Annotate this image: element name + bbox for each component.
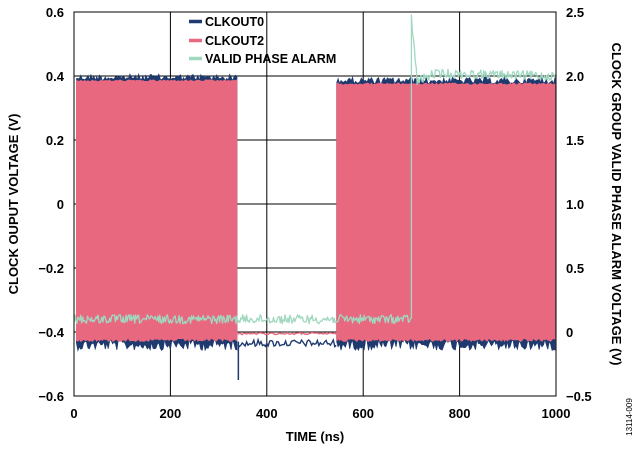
y-tick-label: −0.4 [38,325,64,340]
y2-tick-label: 1.0 [566,197,584,212]
x-axis-title: TIME (ns) [286,429,345,444]
plot-frame [73,11,557,397]
series-line [74,14,556,325]
y2-tick-label: 1.5 [566,133,584,148]
y-tick-label: −0.6 [38,389,64,404]
y2-tick-label: −0.5 [566,389,592,404]
y-tick-label: 0 [57,197,64,212]
legend: CLKOUT0 CLKOUT2 VALID PHASE ALARM [189,15,336,66]
y-tick-label: 0.2 [46,133,64,148]
legend-label-valid-phase-alarm: VALID PHASE ALARM [205,52,336,66]
x-tick-label: 600 [352,406,374,421]
y-tick-label: −0.2 [38,261,64,276]
y-tick-label: 0.6 [46,5,64,20]
series-band [336,82,556,343]
plot-area [73,11,557,397]
legend-label-clkout0: CLKOUT0 [205,15,264,29]
series-band [76,79,238,343]
x-tick-label: 1000 [542,406,571,421]
y2-tick-label: 2.0 [566,69,584,84]
x-tick-label: 800 [449,406,471,421]
series-line [237,331,337,336]
series-valid-phase-alarm [74,14,556,325]
x-tick-label: 0 [70,406,77,421]
series-clkout2 [76,79,556,343]
y-tick-label: 0.4 [46,69,65,84]
series-layer [74,14,556,380]
series-line [237,337,337,348]
y2-tick-label: 0.5 [566,261,584,276]
legend-label-clkout2: CLKOUT2 [205,34,264,48]
figure-id: 13114-009 [625,398,634,436]
y2-axis-title: CLOCK GROUP VALID PHASE ALARM VOLTAGE (V… [609,43,624,366]
x-tick-label: 200 [160,406,182,421]
y2-tick-label: 0 [566,325,573,340]
y-axis-title: CLOCK OUPUT VOLTAGE (V) [6,114,21,295]
y2-tick-label: 2.5 [566,5,584,20]
tick-labels: 0 200 400 600 800 1000 −0.6 −0.4 −0.2 0 0.2 0.4 0.6 −… [38,5,591,421]
x-tick-label: 400 [256,406,278,421]
